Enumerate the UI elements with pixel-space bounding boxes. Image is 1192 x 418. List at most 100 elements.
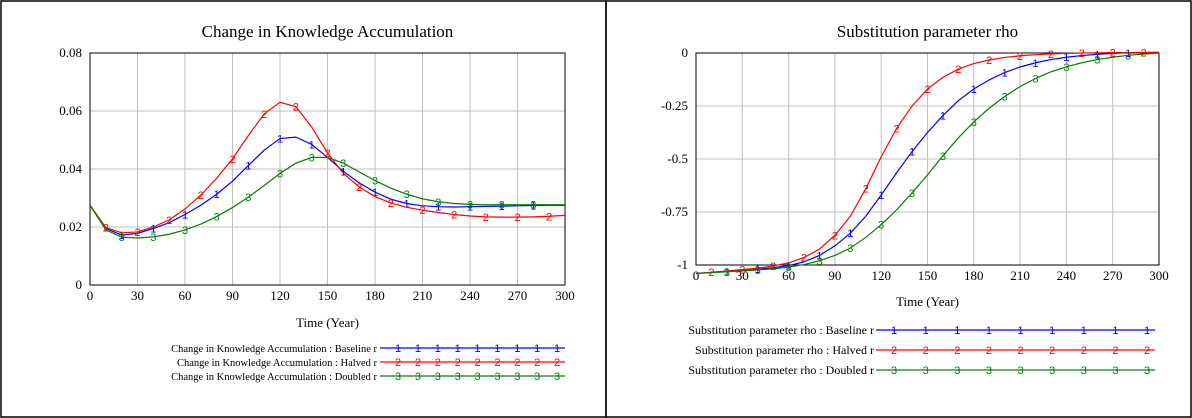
left-legend-marker-2: 2 — [455, 357, 461, 369]
left-legend-marker-3: 3 — [455, 371, 461, 383]
right-legend-marker-2: 2 — [1017, 345, 1023, 357]
left-series-marker-2: 2 — [134, 227, 140, 239]
left-series-marker-3: 3 — [245, 192, 251, 204]
right-series-marker-3: 3 — [1063, 62, 1069, 74]
right-legend-marker-2: 2 — [923, 345, 929, 357]
right-series-marker-1: 1 — [816, 250, 822, 262]
right-legend-marker-3: 3 — [1049, 365, 1055, 377]
right-series-marker-1: 1 — [971, 84, 977, 96]
right-legend-marker-1: 1 — [1112, 325, 1118, 337]
left-legend-marker-1: 1 — [514, 343, 520, 355]
left-series-marker-2: 2 — [166, 215, 172, 227]
left-chart-title: Change in Knowledge Accumulation — [202, 22, 454, 41]
left-legend-marker-3: 3 — [494, 371, 500, 383]
left-series-marker-1: 1 — [404, 199, 410, 211]
right-legend-marker-3: 3 — [891, 365, 897, 377]
left-legend-marker-2: 2 — [415, 357, 421, 369]
left-series-marker-2: 2 — [514, 212, 520, 224]
right-x-tick-label: 90 — [828, 268, 841, 283]
left-legend-marker-2: 2 — [554, 357, 560, 369]
left-x-tick-label: 180 — [365, 288, 385, 303]
left-series-marker-1: 1 — [182, 210, 188, 222]
right-series-marker-1: 1 — [909, 147, 915, 159]
left-series-marker-2: 2 — [388, 198, 394, 210]
right-series-marker-3: 3 — [755, 265, 761, 277]
right-x-tick-label: 120 — [871, 268, 891, 283]
right-legend-marker-3: 3 — [1081, 365, 1087, 377]
right-series-marker-3: 3 — [724, 267, 730, 279]
left-x-tick-label: 90 — [226, 288, 239, 303]
right-plot-frame — [695, 52, 1160, 266]
left-y-tick-label: 0 — [76, 277, 83, 292]
left-series-marker-1: 1 — [214, 189, 220, 201]
left-legend-marker-1: 1 — [494, 343, 500, 355]
right-x-tick-label: 180 — [964, 268, 984, 283]
left-legend-label-2: Change in Knowledge Accumulation : Halve… — [177, 358, 378, 369]
left-series-marker-3: 3 — [499, 200, 505, 212]
left-series-marker-1: 1 — [530, 201, 536, 213]
right-legend-marker-1: 1 — [1081, 325, 1087, 337]
left-series-line-3 — [89, 156, 565, 239]
right-legend-marker-3: 3 — [1017, 365, 1023, 377]
right-legend-marker-3: 3 — [923, 365, 929, 377]
left-series-marker-2: 2 — [356, 182, 362, 194]
left-legend-marker-2: 2 — [534, 357, 540, 369]
right-series-marker-2: 2 — [832, 230, 838, 242]
right-series-marker-2: 2 — [986, 55, 992, 67]
left-legend-marker-3: 3 — [435, 371, 441, 383]
left-series-marker-3: 3 — [277, 168, 283, 180]
right-legend-marker-3: 3 — [986, 365, 992, 377]
right-legend-marker-2: 2 — [891, 345, 897, 357]
left-series-marker-2: 2 — [293, 102, 299, 114]
right-x-tick-label: 210 — [1010, 268, 1030, 283]
right-series-marker-2: 2 — [894, 123, 900, 135]
right-legend-marker-1: 1 — [923, 325, 929, 337]
right-series-marker-1: 1 — [878, 190, 884, 202]
right-series-marker-1: 1 — [1002, 68, 1008, 80]
right-series-marker-2: 2 — [863, 184, 869, 196]
left-legend-marker-1: 1 — [554, 343, 560, 355]
left-x-axis-label: Time (Year) — [296, 315, 359, 330]
right-series-marker-2: 2 — [955, 64, 961, 76]
right-series-marker-1: 1 — [1063, 52, 1069, 64]
left-x-tick-label: 150 — [318, 288, 338, 303]
right-legend-marker-2: 2 — [1144, 345, 1150, 357]
right-series-marker-3: 3 — [1125, 50, 1131, 62]
right-x-tick-label: 60 — [782, 268, 795, 283]
right-series-marker-3: 3 — [1094, 55, 1100, 67]
right-legend-label-2: Substitution parameter rho : Halved r — [695, 343, 874, 357]
left-x-tick-label: 270 — [508, 288, 528, 303]
left-legend-marker-1: 1 — [455, 343, 461, 355]
right-series-marker-3: 3 — [1002, 91, 1008, 103]
left-legend-marker-1: 1 — [415, 343, 421, 355]
left-series-marker-1: 1 — [499, 201, 505, 213]
right-legend-label-3: Substitution parameter rho : Doubled r — [688, 363, 874, 377]
right-series-marker-3: 3 — [1032, 73, 1038, 85]
left-series-marker-1: 1 — [309, 139, 315, 151]
right-y-tick-label: -0.75 — [661, 204, 688, 219]
left-x-tick-label: 120 — [270, 288, 290, 303]
right-legend-marker-1: 1 — [986, 325, 992, 337]
left-series-marker-1: 1 — [467, 202, 473, 214]
right-legend-marker-1: 1 — [1049, 325, 1055, 337]
left-legend-marker-2: 2 — [395, 357, 401, 369]
left-series-marker-2: 2 — [451, 210, 457, 222]
left-series-marker-3: 3 — [309, 152, 315, 164]
left-legend-marker-3: 3 — [534, 371, 540, 383]
left-series-marker-1: 1 — [119, 230, 125, 242]
right-legend-marker-2: 2 — [1081, 345, 1087, 357]
right-series-marker-1: 1 — [847, 228, 853, 240]
left-legend-marker-2: 2 — [474, 357, 480, 369]
left-series-marker-3: 3 — [530, 200, 536, 212]
left-legend-marker-1: 1 — [395, 343, 401, 355]
right-panel-frame — [605, 0, 1192, 418]
right-legend-marker-2: 2 — [986, 345, 992, 357]
right-series-marker-2: 2 — [1017, 51, 1023, 63]
right-x-tick-label: 30 — [736, 268, 749, 283]
right-series-marker-1: 1 — [940, 111, 946, 123]
left-legend-marker-3: 3 — [395, 371, 401, 383]
left-x-tick-label: 240 — [460, 288, 480, 303]
left-series-marker-1: 1 — [150, 223, 156, 235]
left-series-marker-2: 2 — [324, 148, 330, 160]
